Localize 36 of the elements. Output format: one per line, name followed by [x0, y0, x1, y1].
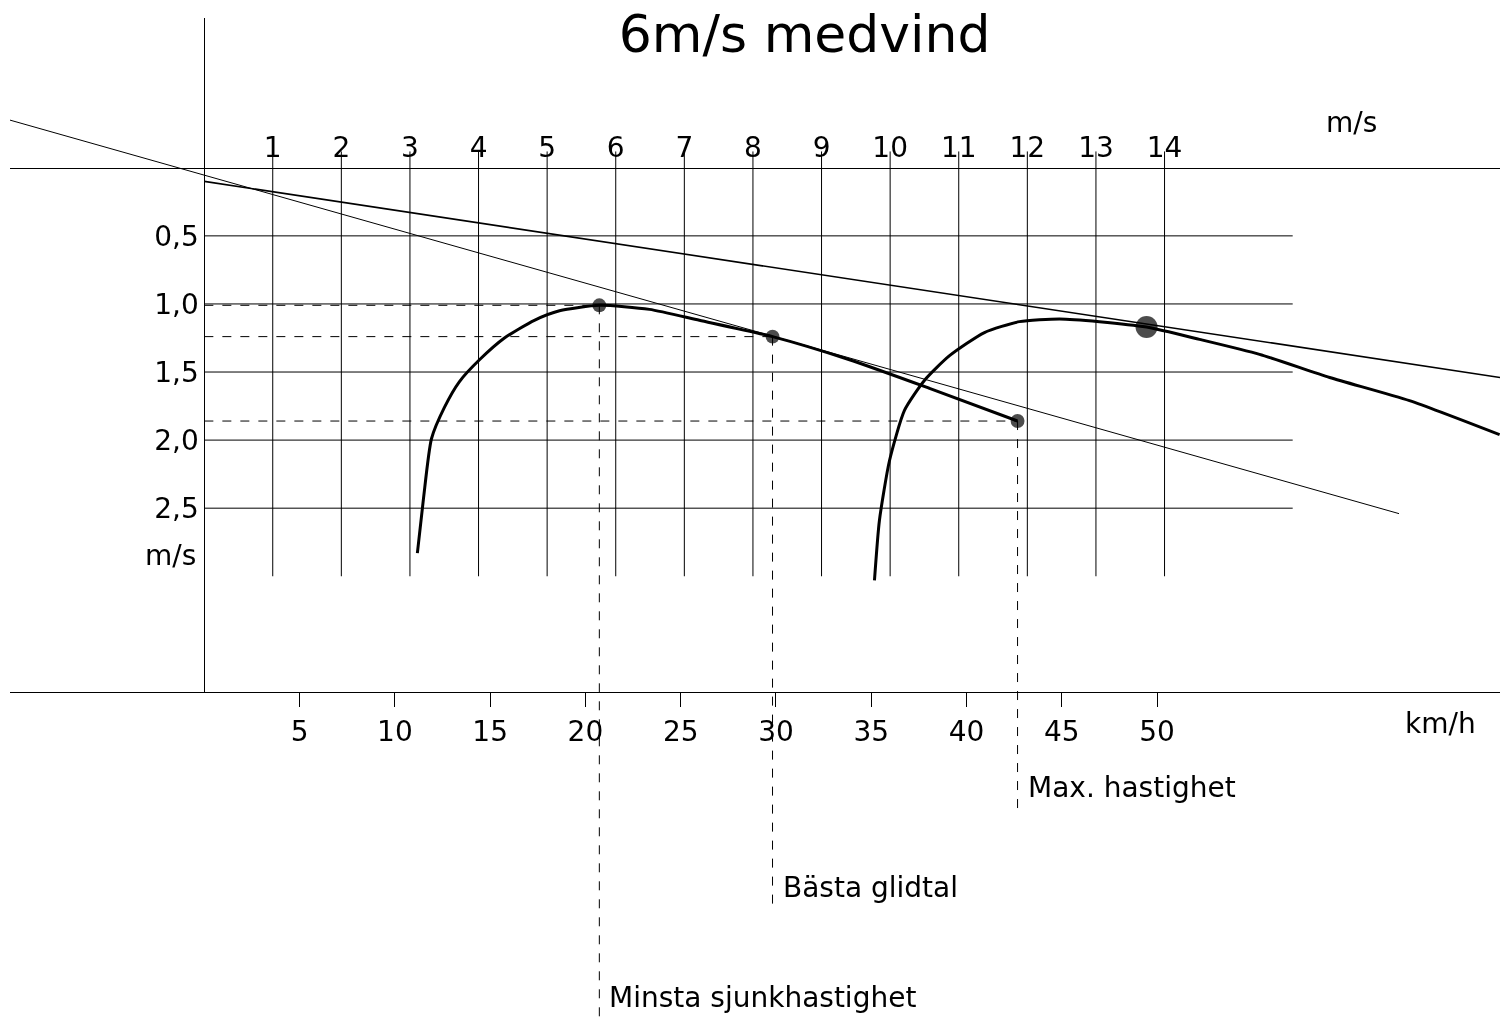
x-tick-label: 10 [377, 714, 413, 748]
annotation: Bästa glidtal [783, 871, 959, 904]
x-tick-label: 15 [472, 714, 508, 748]
x-tick-label: 45 [1043, 714, 1080, 748]
y-tick-label: 0,5 [154, 219, 199, 253]
x2-tick-label: 12 [1009, 130, 1046, 164]
x-tick-label: 25 [662, 714, 699, 748]
x-tick-label: 35 [853, 714, 890, 748]
x2-tick-label: 8 [744, 130, 762, 164]
x2-tick-label: 6 [606, 130, 625, 164]
x2-tick-label: 3 [401, 130, 419, 164]
x2-tick-label: 5 [538, 130, 557, 164]
x2-tick-label: 7 [675, 130, 694, 164]
x2-tick-label: 4 [469, 130, 488, 164]
x2-tick-label: 11 [940, 130, 977, 164]
x2-tick-label: 13 [1078, 130, 1114, 164]
y-tick-label: 2,5 [154, 491, 199, 525]
x2-tick-label: 1 [263, 130, 282, 164]
x2-tick-label: 2 [332, 130, 351, 164]
x2-tick-label: 10 [872, 130, 908, 164]
y-tick-label: 1,0 [154, 287, 199, 321]
annotation: Max. hastighet [1028, 771, 1236, 804]
x-tick-label: 50 [1139, 714, 1175, 748]
chart-title: 6m/s medvind [618, 3, 991, 64]
x2-tick-label: 9 [812, 130, 831, 164]
x-tick-label: 20 [567, 714, 604, 748]
y-tick-label: 2,0 [154, 423, 199, 457]
x2-axis-title: m/s [1326, 106, 1378, 139]
y-axis-title: m/s [145, 539, 197, 572]
x2-tick-label: 14 [1146, 130, 1183, 164]
x-axis-title: km/h [1405, 707, 1476, 740]
y-tick-label: 1,5 [154, 355, 199, 389]
x-tick-label: 5 [290, 714, 309, 748]
x-tick-label: 30 [758, 714, 794, 748]
x-tick-label: 40 [948, 714, 985, 748]
annotation: Minsta sjunkhastighet [609, 981, 917, 1014]
